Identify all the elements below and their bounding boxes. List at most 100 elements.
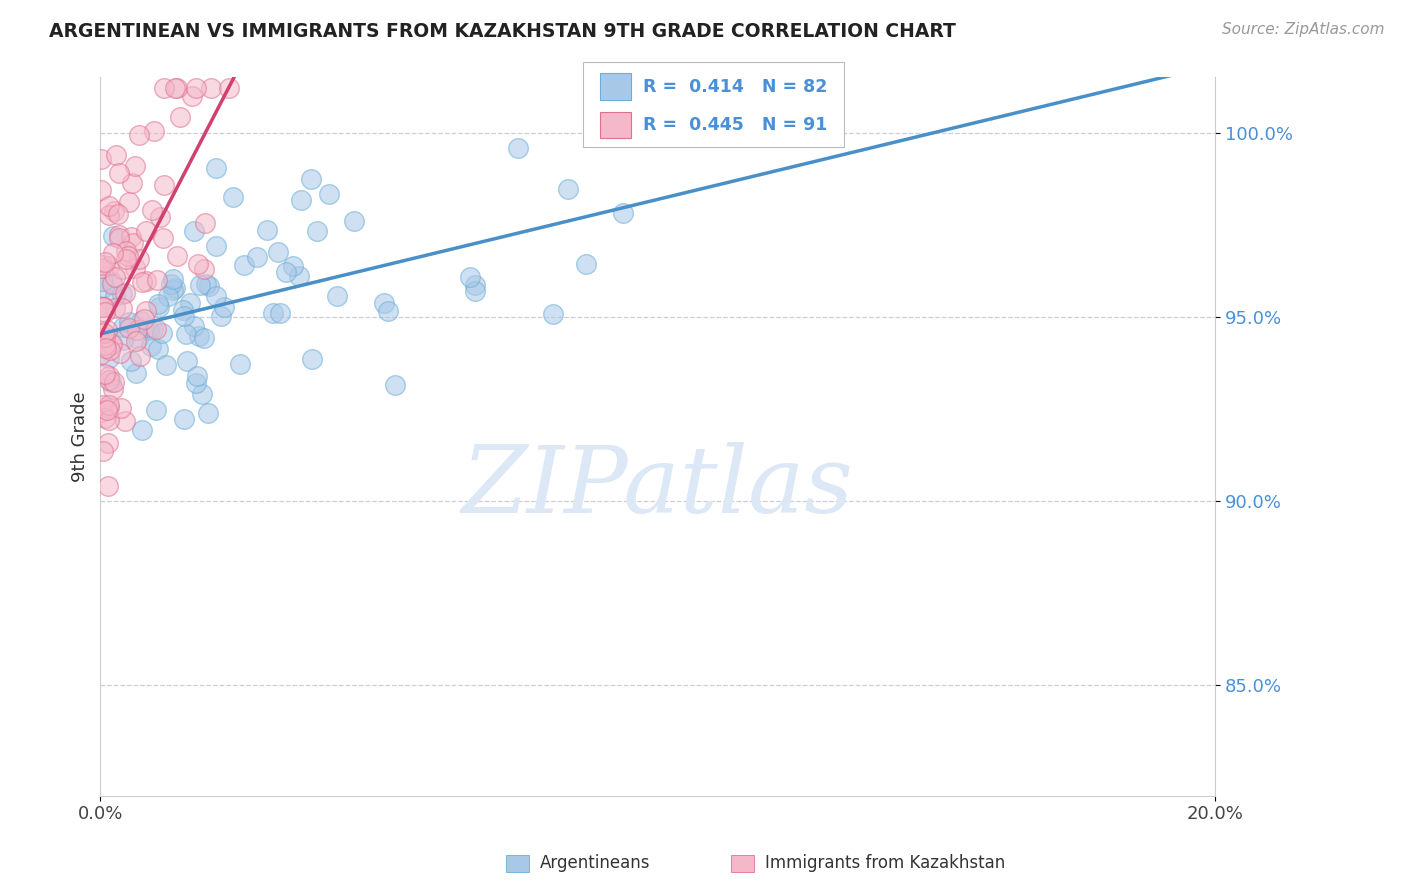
Point xyxy=(98,369,121,384)
Point xyxy=(115,244,138,258)
Text: R =  0.414   N = 82: R = 0.414 N = 82 xyxy=(643,78,827,95)
Point xyxy=(90,153,112,167)
Point xyxy=(128,128,150,143)
Point xyxy=(162,272,184,286)
Point xyxy=(108,230,131,244)
Point xyxy=(384,377,406,392)
Point xyxy=(91,274,114,288)
Point xyxy=(114,414,136,428)
Point xyxy=(122,235,145,250)
Point xyxy=(325,289,347,303)
Point xyxy=(146,342,169,356)
Point xyxy=(94,330,117,344)
Point xyxy=(93,280,115,294)
Point xyxy=(173,309,195,323)
Point xyxy=(142,322,165,336)
Text: Immigrants from Kazakhstan: Immigrants from Kazakhstan xyxy=(765,855,1005,872)
Point xyxy=(301,352,323,367)
Point xyxy=(104,269,127,284)
Point xyxy=(104,301,127,315)
Point xyxy=(94,255,117,269)
Point xyxy=(125,324,148,338)
Point xyxy=(209,309,232,323)
Point xyxy=(128,349,150,363)
Point xyxy=(103,375,125,389)
Point xyxy=(149,210,172,224)
Y-axis label: 9th Grade: 9th Grade xyxy=(72,392,89,482)
Point xyxy=(101,246,124,260)
Point xyxy=(97,259,120,273)
Point xyxy=(262,306,284,320)
Point xyxy=(184,81,207,95)
Point xyxy=(90,261,112,276)
Point xyxy=(246,250,269,264)
Point xyxy=(139,339,162,353)
Point xyxy=(183,319,205,334)
Point xyxy=(90,347,112,361)
Point xyxy=(150,326,173,340)
Point xyxy=(98,343,121,357)
Point xyxy=(186,376,208,390)
Point xyxy=(93,305,115,319)
Point xyxy=(204,289,226,303)
Point xyxy=(152,231,174,245)
Point xyxy=(575,257,598,271)
Point xyxy=(373,296,395,310)
Point xyxy=(91,398,114,412)
Point xyxy=(120,229,142,244)
Point xyxy=(276,265,298,279)
Point xyxy=(142,124,165,138)
Point xyxy=(464,284,486,298)
Point xyxy=(166,81,188,95)
Point xyxy=(117,315,139,329)
Text: ZIPatlas: ZIPatlas xyxy=(461,442,853,532)
Point xyxy=(218,81,240,95)
Point xyxy=(299,171,322,186)
Point xyxy=(101,228,124,243)
Point xyxy=(541,307,564,321)
Point xyxy=(114,285,136,300)
Point xyxy=(110,301,132,316)
Point xyxy=(166,249,188,263)
Point xyxy=(305,224,328,238)
Point xyxy=(152,81,174,95)
Point xyxy=(141,202,163,217)
Point xyxy=(93,326,115,340)
Point xyxy=(96,342,118,356)
Point xyxy=(160,277,183,292)
Point xyxy=(200,81,222,95)
Point xyxy=(186,368,208,383)
Text: Source: ZipAtlas.com: Source: ZipAtlas.com xyxy=(1222,22,1385,37)
Point xyxy=(104,289,127,303)
Point xyxy=(287,268,309,283)
Point xyxy=(97,199,120,213)
Point xyxy=(135,224,157,238)
Point xyxy=(100,375,122,389)
Text: ARGENTINEAN VS IMMIGRANTS FROM KAZAKHSTAN 9TH GRADE CORRELATION CHART: ARGENTINEAN VS IMMIGRANTS FROM KAZAKHSTA… xyxy=(49,22,956,41)
Point xyxy=(94,368,117,382)
Point xyxy=(90,404,112,418)
Point xyxy=(205,239,228,253)
Point xyxy=(145,402,167,417)
Point xyxy=(145,322,167,336)
Point xyxy=(157,289,180,303)
Point xyxy=(134,312,156,326)
Point xyxy=(269,306,291,320)
Point xyxy=(131,275,153,289)
Point xyxy=(229,357,252,371)
Point xyxy=(103,203,125,218)
Point xyxy=(96,403,118,417)
Point xyxy=(458,269,481,284)
Point xyxy=(117,248,139,262)
Point xyxy=(97,435,120,450)
Point xyxy=(101,277,124,292)
Point xyxy=(194,277,217,291)
Point xyxy=(205,161,228,175)
Point xyxy=(94,411,117,425)
Point xyxy=(91,258,114,272)
Point xyxy=(101,337,124,351)
Point xyxy=(179,296,201,310)
Point xyxy=(187,257,209,271)
Point xyxy=(100,337,122,351)
Point xyxy=(110,401,132,415)
